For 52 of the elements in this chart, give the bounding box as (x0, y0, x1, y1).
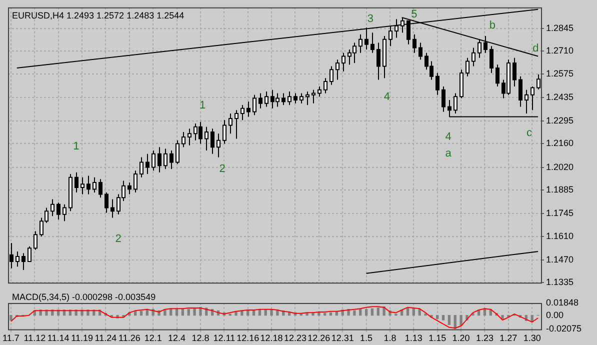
x-tick-label: 12.23 (284, 333, 306, 344)
annotation: 3 (367, 12, 374, 25)
x-tick-label: 1.5 (360, 333, 373, 344)
chart-title: MACD(5,34,5) -0.000298 -0.003549 (12, 292, 156, 302)
x-tick-label: 1.20 (452, 333, 470, 344)
x-tick-label: 12.31 (331, 333, 354, 344)
y-tick-label: 1.2160 (546, 138, 574, 148)
y-tick-label: 1.2435 (546, 92, 574, 102)
annotation: 4 (445, 130, 452, 143)
x-tick-label: 1.15 (428, 333, 446, 344)
y-tick-label: 0.01848 (546, 297, 579, 308)
x-tick-label: 11.26 (118, 333, 140, 344)
x-tick-label: 12.1 (144, 333, 162, 344)
annotation: 4 (384, 90, 390, 103)
annotation: 2 (219, 163, 226, 176)
x-tick-label: 12.4 (168, 333, 186, 344)
annotation: c (526, 127, 533, 140)
annotation: d (532, 42, 539, 54)
x-tick-label: 11.7 (2, 333, 20, 344)
y-tick-label: 1.1610 (546, 230, 574, 241)
x-tick-label: 11.14 (47, 333, 70, 344)
x-tick-label: 11.24 (94, 333, 117, 344)
x-tick-label: 1.23 (476, 333, 494, 344)
annotation: 1 (73, 140, 80, 152)
x-tick-label: 12.18 (260, 333, 283, 344)
y-tick-label: 1.1470 (546, 254, 574, 264)
annotation: a (445, 147, 452, 160)
x-tick-label: 12.26 (308, 333, 330, 344)
annotation: 1 (199, 99, 206, 112)
annotation: b (489, 20, 496, 32)
x-tick-label: 12.11 (213, 333, 236, 344)
y-tick-label: -0.02075 (546, 324, 582, 334)
y-tick-label: 1.1745 (546, 208, 574, 218)
y-tick-label: 1.2295 (546, 116, 574, 126)
annotation: 5 (411, 8, 418, 20)
annotation: 2 (115, 232, 122, 245)
y-tick-label: 1.2710 (546, 46, 574, 56)
x-tick-label: 1.30 (523, 333, 541, 344)
x-tick-label: 1.8 (384, 333, 396, 344)
y-tick-label: 1.2020 (546, 162, 574, 172)
x-tick-label: 12.16 (236, 333, 260, 344)
x-tick-label: 11.12 (24, 333, 46, 344)
y-tick-label: 1.1335 (546, 277, 574, 288)
x-tick-label: 12.8 (192, 333, 210, 344)
x-tick-label: 1.13 (404, 333, 422, 344)
y-tick-label: 1.2845 (546, 22, 574, 33)
y-tick-label: 0.00 (546, 310, 564, 320)
x-tick-label: 1.27 (500, 333, 518, 344)
y-tick-label: 1.2575 (546, 68, 574, 78)
x-tick-label: 11.19 (71, 333, 93, 344)
chart-title: EURUSD,H4 1.2493 1.2572 1.2483 1.2544 (12, 10, 184, 20)
y-tick-label: 1.1885 (546, 184, 574, 195)
